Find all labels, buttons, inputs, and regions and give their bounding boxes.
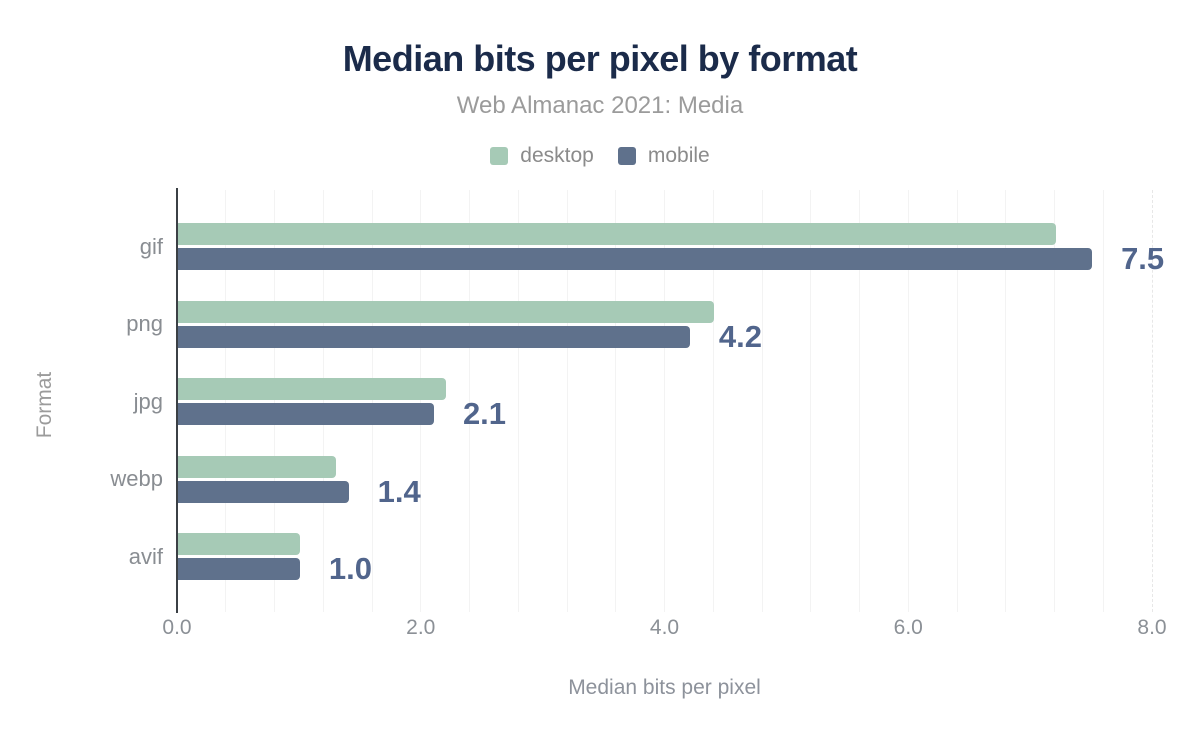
bar-mobile-avif <box>178 558 300 580</box>
end-gridline <box>1151 190 1153 612</box>
category-label-gif: gif <box>139 233 163 259</box>
minor-gridline <box>322 190 324 612</box>
legend-label-desktop: desktop <box>520 144 594 167</box>
minor-gridline <box>1054 190 1055 612</box>
minor-gridline <box>517 190 519 612</box>
legend-item-desktop: desktop <box>490 144 594 168</box>
minor-gridline <box>1005 190 1007 612</box>
minor-gridline <box>664 190 665 612</box>
minor-gridline <box>1102 190 1104 612</box>
minor-gridline <box>371 190 373 612</box>
x-tick-2.0: 2.0 <box>406 616 436 639</box>
x-tick-4.0: 4.0 <box>649 616 680 639</box>
x-axis-title: Median bits per pixel <box>568 676 761 699</box>
bar-mobile-webp <box>178 480 349 503</box>
x-tick-8.0: 8.0 <box>1137 616 1167 639</box>
x-tick-6.0: 6.0 <box>893 616 923 639</box>
minor-gridline <box>712 190 714 612</box>
minor-gridline <box>615 190 617 612</box>
y-axis-line <box>176 188 178 613</box>
category-label-webp: webp <box>110 466 163 491</box>
value-label-png: 4.2 <box>718 318 762 354</box>
bar-desktop-jpg <box>178 378 447 400</box>
minor-gridline <box>810 190 812 612</box>
minor-gridline <box>274 190 275 612</box>
minor-gridline <box>859 190 860 612</box>
minor-gridline <box>469 190 470 612</box>
category-label-png: png <box>126 311 163 336</box>
bar-desktop-gif <box>178 223 1056 245</box>
legend: desktop mobile <box>0 144 1200 168</box>
bar-desktop-png <box>178 300 715 323</box>
chart-title: Median bits per pixel by format <box>342 38 858 79</box>
plot-area: 7.5 4.2 2.1 1.4 1.0 <box>176 188 1164 613</box>
minor-gridline <box>956 190 958 612</box>
bar-desktop-webp <box>178 455 337 478</box>
minor-gridline <box>907 190 909 612</box>
x-tick-0.0: 0.0 <box>162 616 192 639</box>
bar-desktop-avif <box>178 533 300 555</box>
legend-item-mobile: mobile <box>617 144 710 168</box>
value-label-jpg: 2.1 <box>462 396 507 431</box>
minor-gridline <box>566 190 568 612</box>
bar-mobile-jpg <box>178 403 434 425</box>
desktop-swatch-icon <box>490 147 509 165</box>
legend-label-mobile: mobile <box>647 144 710 167</box>
bar-mobile-gif <box>178 248 1093 270</box>
bar-mobile-png <box>178 325 690 348</box>
chart-subtitle: Web Almanac 2021: Media <box>456 92 744 119</box>
mobile-swatch-icon <box>617 147 636 165</box>
value-label-webp: 1.4 <box>377 473 421 509</box>
minor-gridline <box>420 190 422 612</box>
minor-gridline <box>761 190 763 612</box>
minor-gridline <box>225 190 227 612</box>
category-label-avif: avif <box>128 543 163 569</box>
category-label-jpg: jpg <box>133 388 163 414</box>
value-label-avif: 1.0 <box>328 551 372 586</box>
value-label-gif: 7.5 <box>1121 241 1165 276</box>
